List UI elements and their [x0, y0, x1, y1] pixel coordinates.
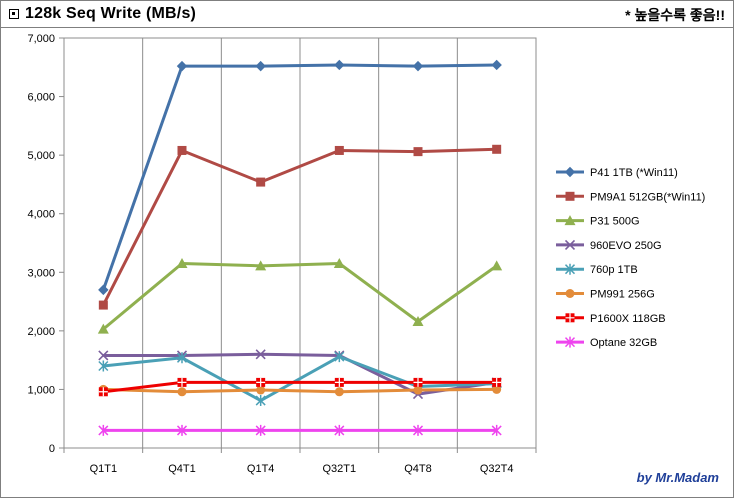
data-point-s6-p1-cross	[177, 377, 187, 387]
legend-marker-2	[564, 215, 576, 226]
y-tick-label: 0	[49, 443, 55, 455]
series-line-1	[101, 147, 497, 306]
legend-marker-1	[565, 191, 575, 201]
higher-is-better-note: * 높을수록 좋음!!	[625, 7, 725, 23]
data-point-s6-p2-cross	[256, 377, 266, 387]
data-point-s2-p3	[333, 258, 345, 268]
data-point-s4-p0	[98, 360, 109, 372]
y-tick-label: 7,000	[27, 33, 55, 45]
data-point-s3-p0	[98, 350, 109, 361]
legend-label-3: 960EVO 250G	[590, 240, 662, 252]
legend-label-2: P31 500G	[590, 216, 640, 228]
data-point-s0-p5	[491, 59, 502, 71]
data-point-s7-p4	[412, 424, 424, 436]
data-point-s0-p0	[98, 284, 109, 296]
data-point-s7-p2	[255, 424, 266, 436]
y-tick-label: 5,000	[27, 150, 55, 162]
data-point-s1-p5	[492, 144, 502, 154]
data-point-s1-p1	[177, 145, 187, 155]
data-point-s7-p1	[176, 424, 188, 436]
series-line-6	[103, 380, 497, 394]
x-tick-label: Q1T1	[90, 463, 118, 475]
legend-label-7: Optane 32GB	[590, 337, 657, 349]
data-point-s6-p3-cross	[334, 377, 344, 387]
legend-marker-4	[564, 263, 576, 275]
data-point-s1-p3	[334, 145, 344, 155]
x-tick-label: Q4T8	[404, 463, 432, 475]
legend-marker-7	[564, 336, 576, 348]
data-point-s6-p0-cross	[98, 387, 108, 397]
data-point-s7-p3	[334, 424, 345, 436]
title-group: 128k Seq Write (MB/s)	[9, 5, 196, 23]
series-line-5	[103, 387, 497, 394]
data-point-s5-p5	[492, 384, 502, 394]
legend-label-1: PM9A1 512GB(*Win11)	[590, 191, 705, 203]
data-point-s4-p2	[255, 395, 266, 407]
data-point-s4-p1	[176, 352, 188, 364]
y-tick-label: 6,000	[27, 92, 55, 104]
chart-header: 128k Seq Write (MB/s) * 높을수록 좋음!!	[1, 1, 733, 28]
data-point-s6-p4-cross	[413, 377, 423, 387]
chart-title: 128k Seq Write (MB/s)	[25, 5, 197, 22]
data-point-s5-p1	[177, 387, 187, 397]
legend-marker-6-cross	[565, 313, 575, 323]
legend-label-5: PM991 256G	[590, 289, 655, 301]
x-tick-label: Q32T4	[480, 463, 514, 475]
data-point-s0-p4	[412, 60, 424, 72]
data-point-s2-p2	[255, 260, 267, 271]
data-point-s3-p2	[255, 349, 266, 360]
data-point-s7-p5	[491, 424, 502, 436]
data-point-s2-p1	[176, 258, 188, 268]
x-tick-label: Q4T1	[168, 463, 196, 475]
data-point-s6-p5-cross	[492, 377, 502, 387]
data-point-s1-p2	[256, 177, 266, 187]
series-line-4	[103, 355, 497, 403]
y-tick-label: 2,000	[27, 326, 55, 338]
y-tick-label: 1,000	[27, 384, 55, 396]
series-line-2	[102, 262, 498, 331]
data-point-s7-p0	[98, 424, 109, 436]
series-line-0	[101, 63, 497, 291]
x-tick-label: Q1T4	[247, 463, 275, 475]
y-tick-label: 4,000	[27, 209, 55, 221]
data-point-s0-p3	[334, 59, 345, 71]
data-point-s5-p2	[256, 385, 266, 395]
author-credit: by Mr.Madam	[636, 470, 719, 485]
series-line-3	[103, 352, 497, 396]
data-point-s0-p2	[255, 60, 266, 72]
data-point-s0-p1	[176, 60, 188, 72]
legend-marker-5	[565, 289, 575, 298]
data-point-s2-p0	[97, 323, 109, 334]
data-point-s2-p5	[491, 260, 503, 271]
legend-marker-3	[564, 239, 576, 250]
data-point-s1-p4	[413, 147, 423, 157]
legend-marker-0	[564, 166, 576, 178]
data-point-s1-p0	[98, 300, 108, 310]
data-point-s5-p3	[334, 387, 344, 397]
y-tick-label: 3,000	[27, 267, 55, 279]
data-point-s5-p4	[413, 385, 423, 395]
legend-label-6: P1600X 118GB	[590, 313, 666, 325]
legend-label-0: P41 1TB (*Win11)	[590, 167, 678, 179]
data-point-s4-p3	[334, 351, 345, 363]
data-point-s2-p4	[412, 315, 424, 326]
square-bullet-icon	[9, 9, 19, 19]
legend-label-4: 760p 1TB	[590, 264, 638, 276]
x-tick-label: Q32T1	[323, 463, 357, 475]
